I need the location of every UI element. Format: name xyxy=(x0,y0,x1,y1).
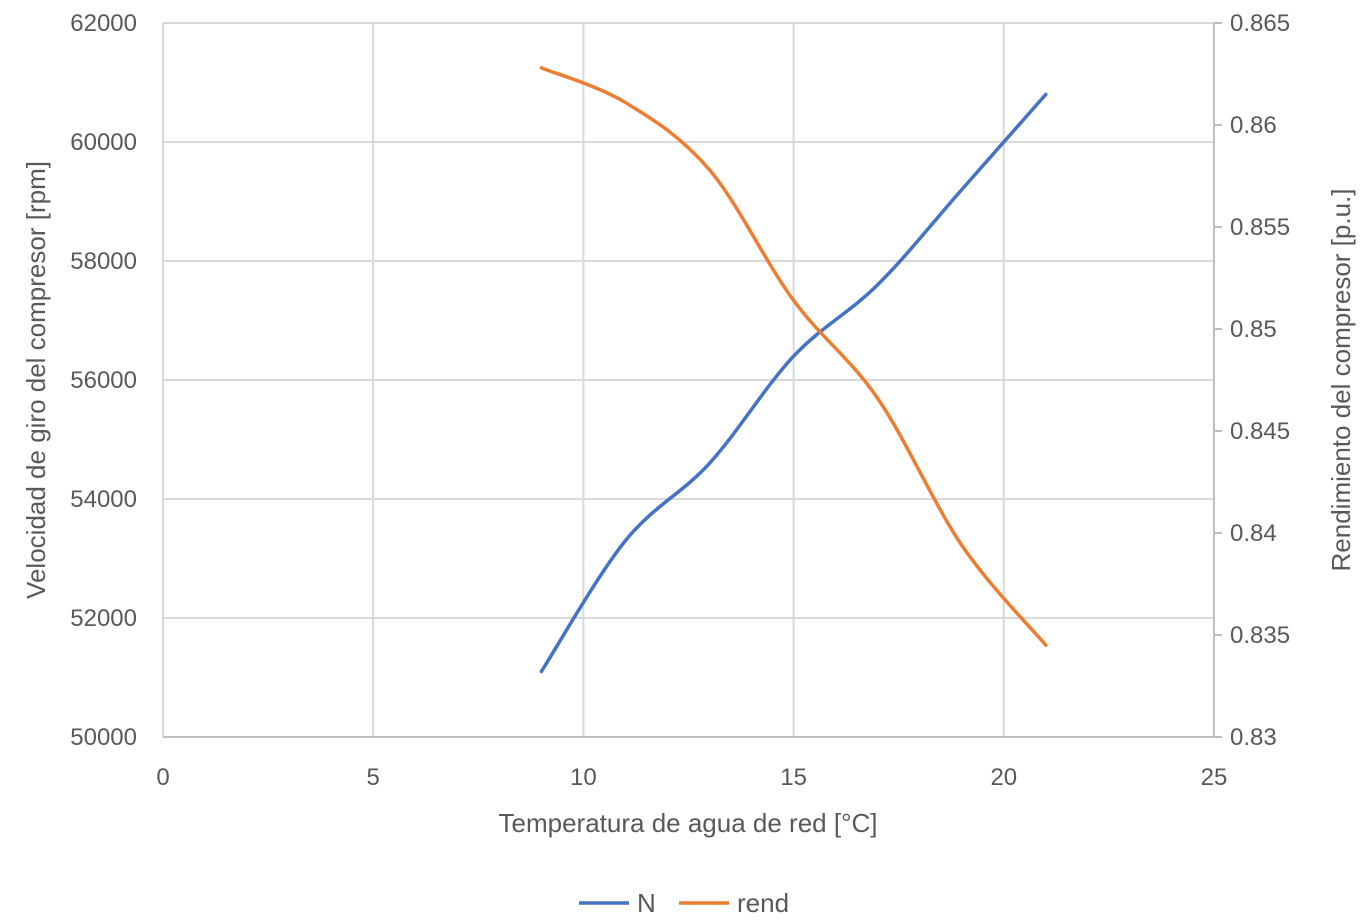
y2-tick-label: 0.85 xyxy=(1230,316,1277,343)
axes xyxy=(163,22,1222,738)
y2-tick-label: 0.865 xyxy=(1230,10,1290,37)
x-tick-label: 25 xyxy=(1201,764,1228,791)
x-tick-label: 15 xyxy=(780,764,807,791)
y2-tick-label: 0.84 xyxy=(1230,520,1277,547)
y-tick-label: 62000 xyxy=(70,10,137,37)
x-tick-label: 20 xyxy=(990,764,1017,791)
x-tick-label: 5 xyxy=(367,764,380,791)
x-axis-title: Temperatura de agua de red [°C] xyxy=(499,808,878,838)
x-tick-label: 10 xyxy=(570,764,597,791)
legend-label-rend: rend xyxy=(737,888,789,918)
y-axis-title: Velocidad de giro del compresor [rpm] xyxy=(21,161,51,599)
y2-tick-label: 0.835 xyxy=(1230,622,1290,649)
y2-axis-title: Rendimiento del compresor [p.u.] xyxy=(1326,189,1356,572)
y2-tick-label: 0.86 xyxy=(1230,112,1277,139)
y-tick-label: 52000 xyxy=(70,605,137,632)
gridlines xyxy=(162,22,1215,738)
series-line-rend xyxy=(539,66,1048,647)
y2-tick-label: 0.855 xyxy=(1230,214,1290,241)
y-tick-label: 56000 xyxy=(70,367,137,394)
y2-tick-label: 0.845 xyxy=(1230,418,1290,445)
y-tick-label: 60000 xyxy=(70,129,137,156)
y2-tick-label: 0.83 xyxy=(1230,724,1277,751)
tick-labels: 0 5 10 15 20 25 50000 52000 54000 56000 58000 60000… xyxy=(70,10,1290,791)
legend: N rend xyxy=(579,888,789,918)
x-tick-label: 0 xyxy=(156,764,169,791)
y-tick-label: 50000 xyxy=(70,724,137,751)
series-lines xyxy=(539,66,1048,674)
y-tick-label: 54000 xyxy=(70,486,137,513)
series-line-n xyxy=(539,92,1048,674)
legend-label-n: N xyxy=(637,888,656,918)
y-tick-label: 58000 xyxy=(70,248,137,275)
